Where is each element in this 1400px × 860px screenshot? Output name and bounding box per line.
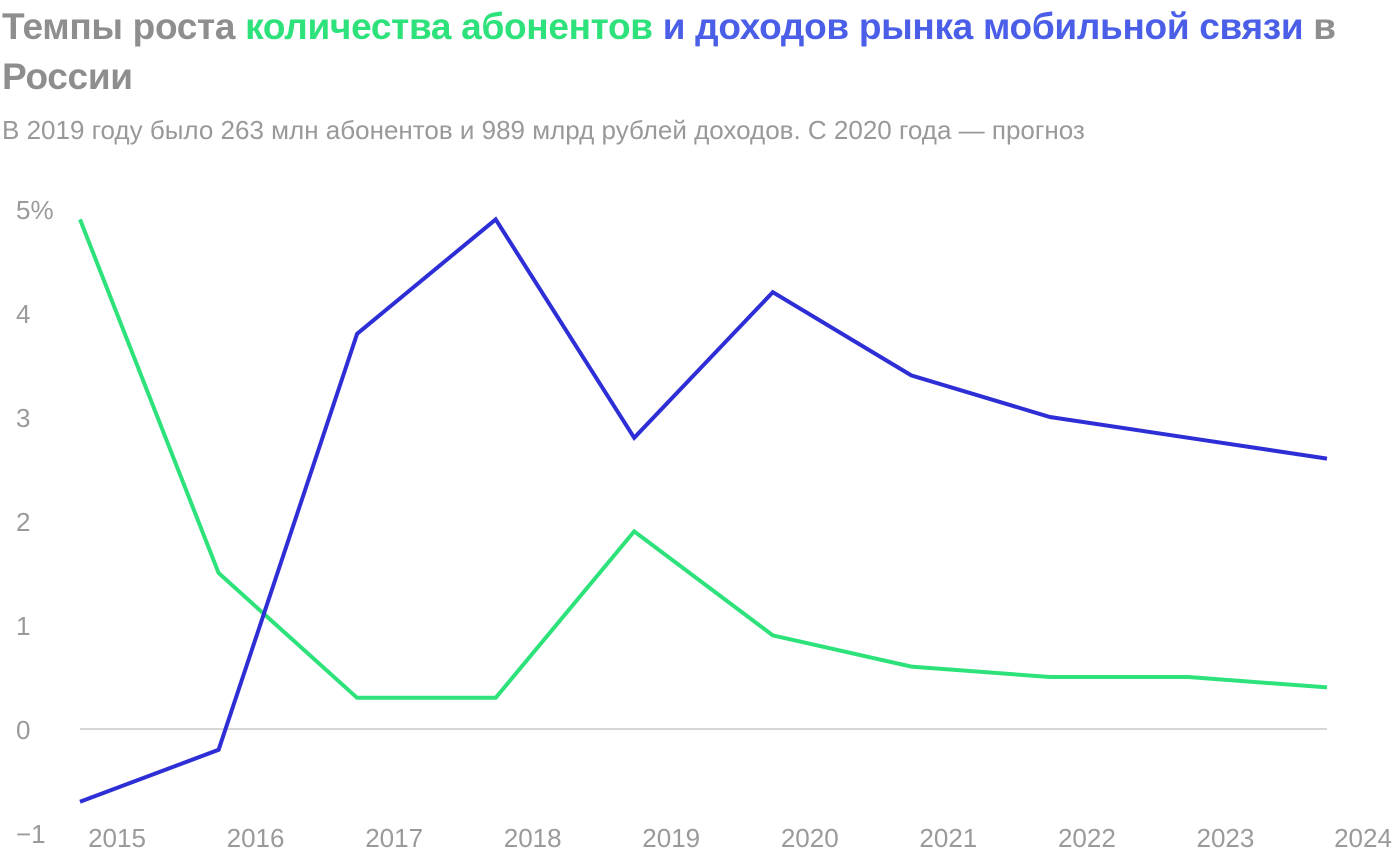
x-tick-label: 2015	[88, 823, 146, 853]
title-part-country: в России	[2, 6, 1336, 97]
series-line-revenue	[79, 216, 1328, 804]
y-tick-label: −1	[16, 819, 46, 849]
title-part-revenue: и доходов рынка мобильной связи	[652, 6, 1304, 47]
y-axis-ticks: 5% 4 3 2 1 0 −1	[16, 195, 54, 849]
y-tick-label: 2	[16, 507, 30, 537]
chart-subtitle: В 2019 году было 263 млн абонентов и 989…	[2, 115, 1085, 145]
x-tick-label: 2016	[227, 823, 285, 853]
x-tick-label: 2019	[642, 823, 700, 853]
chart-title: Темпы роста количества абонентов и доход…	[2, 2, 1392, 102]
series-layer	[78, 216, 1328, 804]
x-tick-label: 2022	[1058, 823, 1116, 853]
x-tick-label: 2021	[919, 823, 977, 853]
x-tick-label: 2024	[1334, 823, 1392, 853]
title-part-intro: Темпы роста	[2, 6, 246, 47]
y-tick-label: 4	[16, 299, 30, 329]
series-line-subscribers	[78, 218, 1328, 700]
x-axis-ticks: 2015 2016 2017 2018 2019 2020 2021 2022 2023 2024	[88, 823, 1392, 853]
y-tick-label: 0	[16, 715, 30, 745]
y-tick-label: 1	[16, 611, 30, 641]
x-tick-label: 2023	[1197, 823, 1255, 853]
x-tick-label: 2018	[504, 823, 562, 853]
x-tick-label: 2020	[781, 823, 839, 853]
y-tick-label: 3	[16, 403, 30, 433]
title-part-subscribers: количества абонентов	[245, 6, 653, 47]
x-tick-label: 2017	[365, 823, 423, 853]
y-tick-label: 5%	[16, 195, 54, 225]
